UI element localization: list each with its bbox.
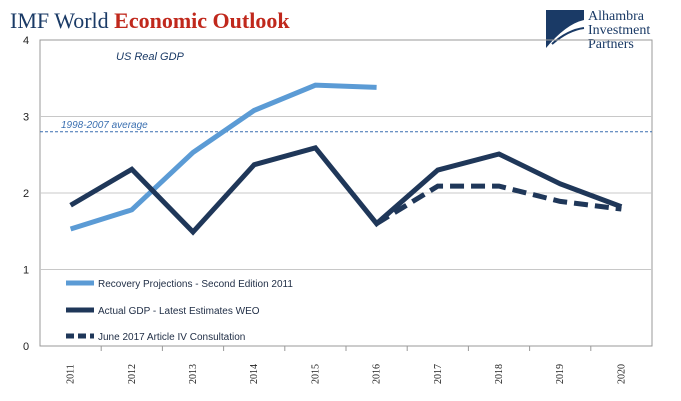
x-tick-label: 2015 xyxy=(310,364,321,384)
y-tick-label: 0 xyxy=(23,341,29,353)
series-line-article-iv xyxy=(375,183,622,226)
brand-line-1: Alhambra xyxy=(588,9,645,24)
title-part-2: Economic Outlook xyxy=(114,8,290,33)
y-tick-label: 4 xyxy=(23,35,29,47)
chart-subtitle: US Real GDP xyxy=(116,51,185,63)
legend-label-actual-gdp: Actual GDP - Latest Estimates WEO xyxy=(98,306,260,317)
x-tick-label: 2012 xyxy=(127,364,138,384)
brand-line-3: Partners xyxy=(588,37,634,52)
chart-title: IMF World Economic Outlook xyxy=(10,8,290,33)
y-tick-label: 2 xyxy=(23,188,29,200)
x-axis: 2011 2012 2013 2014 2015 2016 2017 2018 2019 2020 xyxy=(66,346,627,384)
series-layer xyxy=(69,82,623,236)
y-tick-label: 3 xyxy=(23,112,29,124)
x-tick-label: 2014 xyxy=(249,364,260,384)
x-tick-label: 2013 xyxy=(188,364,199,384)
x-tick-label: 2020 xyxy=(616,364,627,384)
y-tick-label: 1 xyxy=(23,265,29,277)
y-axis: 0 1 2 3 4 xyxy=(23,35,29,353)
series-line-actual-gdp xyxy=(69,145,623,236)
title-part-1: IMF World xyxy=(10,8,114,33)
legend: Recovery Projections - Second Edition 20… xyxy=(66,279,293,343)
brand-logo: Alhambra Investment Partners xyxy=(546,9,650,52)
x-tick-label: 2011 xyxy=(66,364,77,384)
legend-label-article-iv: June 2017 Article IV Consultation xyxy=(98,332,245,343)
x-tick-label: 2019 xyxy=(555,364,566,384)
series-line-recovery-projections xyxy=(69,82,377,232)
brand-line-2: Investment xyxy=(588,23,650,38)
legend-label-recovery-projections: Recovery Projections - Second Edition 20… xyxy=(98,279,293,290)
x-tick-label: 2017 xyxy=(433,364,444,384)
gridlines xyxy=(40,116,652,270)
x-tick-label: 2016 xyxy=(372,364,383,384)
average-reference-label: 1998-2007 average xyxy=(61,120,148,131)
x-tick-label: 2018 xyxy=(494,364,505,384)
brand-emblem-icon xyxy=(546,10,585,48)
